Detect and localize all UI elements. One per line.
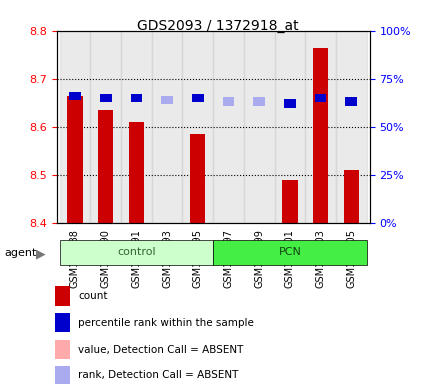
- Text: control: control: [117, 247, 155, 258]
- Bar: [222, 98, 234, 106]
- Bar: [67, 96, 82, 223]
- Bar: [55, 313, 70, 333]
- Bar: [213, 240, 366, 265]
- Bar: [151, 31, 182, 223]
- Text: PCN: PCN: [278, 247, 301, 258]
- Bar: [55, 366, 70, 384]
- Bar: [59, 240, 213, 265]
- Bar: [55, 340, 70, 359]
- Bar: [130, 94, 142, 102]
- Bar: [282, 179, 297, 223]
- Text: agent: agent: [4, 248, 36, 258]
- Bar: [274, 31, 305, 223]
- Text: ▶: ▶: [36, 247, 45, 260]
- Bar: [312, 48, 328, 223]
- Bar: [305, 31, 335, 223]
- Bar: [314, 94, 326, 102]
- Bar: [121, 31, 151, 223]
- Bar: [98, 110, 113, 223]
- Bar: [90, 31, 121, 223]
- Bar: [69, 92, 81, 100]
- Bar: [100, 94, 111, 102]
- Text: count: count: [78, 291, 107, 301]
- Bar: [283, 99, 295, 108]
- Bar: [190, 134, 205, 223]
- Bar: [128, 122, 144, 223]
- Bar: [345, 98, 356, 106]
- Bar: [253, 98, 264, 106]
- Bar: [55, 286, 70, 306]
- Bar: [191, 94, 203, 102]
- Bar: [213, 31, 243, 223]
- Text: percentile rank within the sample: percentile rank within the sample: [78, 318, 253, 328]
- Bar: [343, 170, 358, 223]
- Bar: [335, 31, 366, 223]
- Bar: [59, 31, 90, 223]
- Text: value, Detection Call = ABSENT: value, Detection Call = ABSENT: [78, 344, 243, 354]
- Bar: [182, 31, 213, 223]
- Text: rank, Detection Call = ABSENT: rank, Detection Call = ABSENT: [78, 371, 238, 381]
- Bar: [243, 31, 274, 223]
- Text: GDS2093 / 1372918_at: GDS2093 / 1372918_at: [136, 19, 298, 33]
- Bar: [161, 96, 173, 104]
